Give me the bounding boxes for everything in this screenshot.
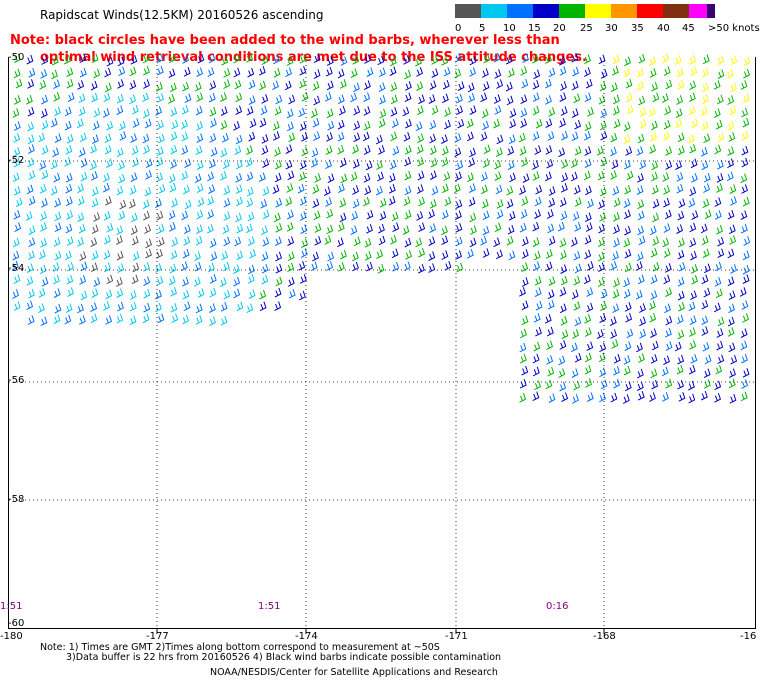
wind-barb-group-3	[612, 53, 751, 145]
legend-swatch-40	[663, 4, 689, 18]
time-label-3: 0:16	[546, 601, 569, 612]
lat-label-50: -50	[8, 52, 25, 63]
lat-label-52: -52	[8, 155, 25, 166]
legend-label-40: 40	[657, 23, 670, 34]
legend-swatch-20	[559, 4, 585, 18]
legend-label-20: 20	[553, 23, 566, 34]
lat-label-54: -54	[8, 263, 25, 274]
note-line-1: Note: black circles have been added to t…	[10, 33, 560, 48]
legend-swatch-35	[637, 4, 663, 18]
lon-label-177: -177	[146, 631, 169, 642]
legend-swatch-5	[481, 4, 507, 18]
lon-label-171: -171	[445, 631, 468, 642]
legend-swatch-30	[611, 4, 637, 18]
wind-barb-group-1	[26, 52, 750, 404]
axis-ticks	[156, 628, 605, 634]
footer-credit: NOAA/NESDIS/Center for Satellite Applica…	[210, 667, 498, 678]
lat-label-56: -56	[8, 375, 25, 386]
wind-barb-group-2	[11, 52, 751, 404]
legend-label-50: >50 knots	[708, 23, 760, 34]
legend-swatch-10	[507, 4, 533, 18]
legend-label-15: 15	[528, 23, 541, 34]
legend-swatch-25	[585, 4, 611, 18]
lon-label-180: -180	[0, 631, 23, 642]
wind-barbs-layer	[11, 52, 751, 404]
legend-swatch-15	[533, 4, 559, 18]
legend-swatch-50	[707, 4, 715, 18]
map-panel	[8, 57, 756, 629]
map-title: Rapidscat Winds(12.5KM) 20160526 ascendi…	[40, 8, 324, 22]
footer-note-1: Note: 1) Times are GMT 2)Times along bot…	[40, 642, 440, 653]
legend-swatch-0	[455, 4, 481, 18]
note-line-2: optimal wind retrieval conditions are me…	[40, 50, 587, 65]
legend-label-35: 35	[631, 23, 644, 34]
lat-label-60: -60	[8, 618, 25, 629]
lon-label-174: -174	[295, 631, 318, 642]
wind-barb-group-4	[12, 92, 270, 326]
lon-label-165: -16	[740, 631, 757, 642]
legend-label-30: 30	[605, 23, 618, 34]
legend-label-45: 45	[682, 23, 695, 34]
footer-note-2: 3)Data buffer is 22 hrs from 20160526 4)…	[66, 652, 502, 663]
legend-label-25: 25	[580, 23, 593, 34]
legend-label-5: 5	[479, 23, 486, 34]
time-label-2: 1:51	[258, 601, 281, 612]
time-label-1: 1:51	[0, 601, 23, 612]
wind-barb-group-5	[79, 196, 165, 287]
lat-label-58: -58	[8, 494, 25, 505]
lon-label-168: -168	[593, 631, 616, 642]
legend-label-0: 0	[455, 23, 462, 34]
legend-label-10: 10	[503, 23, 516, 34]
wind-barb-group-0	[12, 53, 751, 403]
grid-lines	[9, 57, 754, 628]
